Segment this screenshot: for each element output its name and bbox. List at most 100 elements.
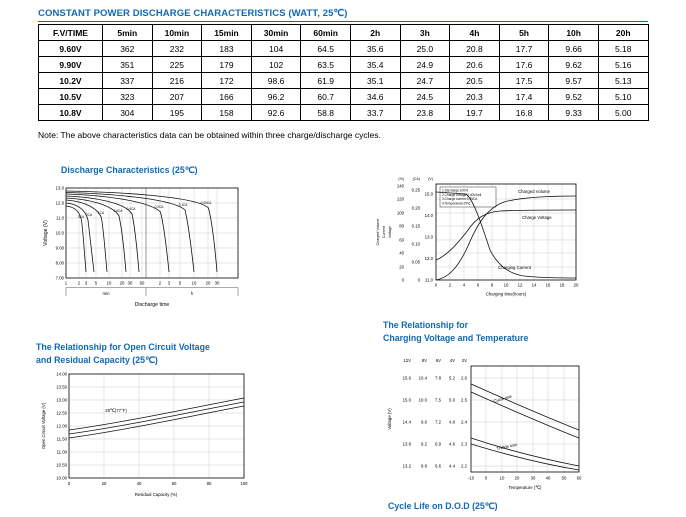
discharge-curves xyxy=(65,190,218,273)
charging-current-curve xyxy=(435,191,577,279)
x-tick-labels: 0 20 40 60 80 100 xyxy=(68,481,248,486)
tick-label: 20 xyxy=(399,265,404,270)
tick-label: 60 xyxy=(172,481,177,486)
tick-label: 10 xyxy=(192,281,197,286)
tick-label: 8 xyxy=(491,283,494,288)
curve-label: 3CA xyxy=(78,215,85,219)
charging-curves xyxy=(435,191,577,281)
tick-label: 40 xyxy=(546,476,551,481)
tick-label: 9.00 xyxy=(56,246,65,251)
header-row: F.V/TIME 5min 10min 15min 30min 60min 2h 3h 4h 5h… xyxy=(38,24,649,41)
tick-label: 7.5 xyxy=(435,398,442,403)
row-label: 10.2V xyxy=(38,72,103,89)
legend-line: 4.Temperature:25℃ xyxy=(442,201,471,205)
cell: 25.0 xyxy=(399,40,451,57)
col-header: 2V xyxy=(462,358,467,363)
cell: 158 xyxy=(201,104,252,121)
cell: 183 xyxy=(201,40,252,57)
cycle-use-line xyxy=(470,383,580,431)
cell: 304 xyxy=(102,104,153,121)
y-axis-label: Voltage (V) xyxy=(387,408,392,430)
tick-label: 0 xyxy=(485,476,488,481)
tick-label: 13.2 xyxy=(403,464,412,469)
tick-label: 20 xyxy=(515,476,520,481)
tick-label: 80 xyxy=(399,224,404,229)
scale-tick-rows: 15.6 10.4 7.8 5.2 2.6 15.0 10.0 7.5 5.0 2.5 14.4… xyxy=(403,376,468,469)
charge-voltage-curve xyxy=(435,209,577,261)
ocv-line xyxy=(68,401,245,435)
tick-label: 2 xyxy=(449,283,452,288)
title-underline xyxy=(38,21,648,22)
discharge-section-title: Discharge Characteristics (25℃) xyxy=(61,165,198,175)
tick-label: 60 xyxy=(399,238,404,243)
cell: 98.6 xyxy=(250,72,302,89)
tick-label: 10.0 xyxy=(419,398,428,403)
tick-label: 10 xyxy=(107,281,112,286)
ocv-curves xyxy=(68,397,245,439)
cell: 337 xyxy=(102,72,153,89)
ocv-residual-capacity-chart: Open Circuit Voltage (V) 14.00 13.50 13.… xyxy=(41,372,248,498)
tick-label: 100 xyxy=(397,211,405,216)
x-axis-label: Discharge time xyxy=(135,302,170,308)
ocv-section-title-line2: and Residual Capacity (25℃) xyxy=(36,355,158,365)
cell: 24.7 xyxy=(399,72,451,89)
legend-box xyxy=(439,186,497,208)
tick-label: 2.4 xyxy=(461,420,468,425)
trickle-use-label: Trickle use xyxy=(496,442,518,451)
curve-label: 0.1CA xyxy=(179,203,189,207)
cell: 225 xyxy=(151,56,203,73)
y-axis-label: Voltage xyxy=(388,226,392,238)
tick-label: 2.3 xyxy=(461,442,468,447)
table-row: 10.8V 304 195 158 92.6 58.8 33.7 23.8 19.7 16.8 9.… xyxy=(38,104,649,121)
tick-label: 4.8 xyxy=(449,420,456,425)
col-header: 5min xyxy=(102,24,153,41)
axis-unit: (%) xyxy=(398,177,404,181)
tick-label: 11.0 xyxy=(56,216,65,221)
tick-label: 7.2 xyxy=(435,420,442,425)
y-tick-labels: 14.00 13.50 13.00 12.50 12.00 11.50 11.0… xyxy=(56,372,67,481)
tick-label: 12.00 xyxy=(56,424,67,429)
tick-label: 6.6 xyxy=(435,464,442,469)
curve-label-voltage: Charge Voltage xyxy=(522,215,552,220)
tick-label: 2 xyxy=(159,281,162,286)
cycle-life-section-title: Cycle Life on D.O.D (25℃) xyxy=(388,501,498,511)
x-axis-label: Charging time(hours) xyxy=(486,292,527,297)
legend-line: 3.Charge current:0.25CA xyxy=(442,197,478,201)
tick-label: 10.50 xyxy=(56,463,67,468)
tick-label: 16 xyxy=(546,283,551,288)
table-row: 10.2V 337 216 172 98.6 61.9 35.1 24.7 20.5 17.5 9.… xyxy=(38,72,649,89)
tick-label: 15.0 xyxy=(403,398,412,403)
grid-lines xyxy=(471,366,579,472)
cycle-use-label: Cycle use xyxy=(493,393,513,403)
ocv-section-title-line1: The Relationship for Open Circuit Voltag… xyxy=(36,342,210,352)
tick-label: 30 xyxy=(531,476,536,481)
tick-label: 2 xyxy=(78,281,81,286)
tick-label: 3 xyxy=(85,281,88,286)
cell: 35.4 xyxy=(349,56,401,73)
discharge-characteristics-chart: Voltage (V) 13.0 12.0 11.0 10.0 9.00 8.0… xyxy=(43,186,239,308)
tick-label: 12.0 xyxy=(56,201,65,206)
discharge-curve xyxy=(65,193,170,273)
legend-line: 2.Charge voltage:2.40V/cell xyxy=(442,193,481,197)
curve-label-current: Charging Current xyxy=(498,265,532,270)
plot-border xyxy=(435,183,577,281)
tick-label: 4.4 xyxy=(449,464,456,469)
tick-label: 12 xyxy=(518,283,523,288)
cell: 63.5 xyxy=(300,56,351,73)
tick-label: 4 xyxy=(463,283,466,288)
cell: 5.10 xyxy=(597,88,649,105)
tick-label: 0.10 xyxy=(412,242,421,247)
tick-label: 10.0 xyxy=(56,231,65,236)
curve-rate-labels: 3CA 2CA 1CA 0.6CA 0.4CA 0.2CA 0.1CA 0.05… xyxy=(78,201,212,219)
tick-label: 13.0 xyxy=(56,186,65,191)
col-header: 4h xyxy=(449,24,500,41)
cell: 5.16 xyxy=(597,56,649,73)
col-header: 2h xyxy=(349,24,401,41)
cell: 20.3 xyxy=(449,88,500,105)
tick-label: 4.6 xyxy=(449,442,456,447)
tick-label: 0 xyxy=(418,278,421,283)
cell: 23.8 xyxy=(399,104,451,121)
cell: 9.52 xyxy=(548,88,599,105)
tick-label: 10.00 xyxy=(56,476,67,481)
tick-label: 14 xyxy=(532,283,537,288)
